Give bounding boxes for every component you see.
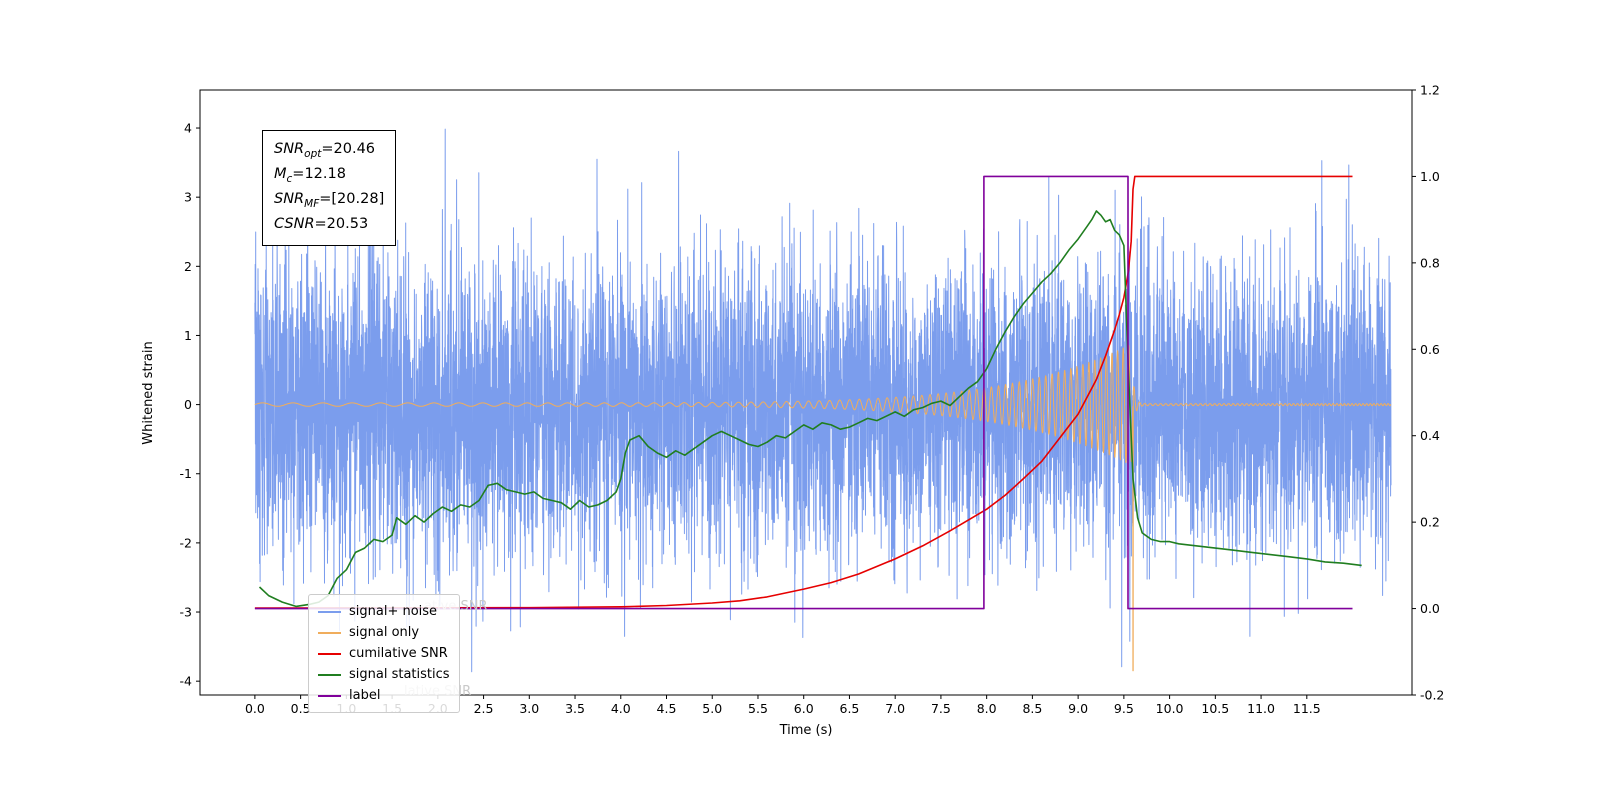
x-tick-label: 9.0: [1068, 701, 1088, 716]
y-tick-label-left: -3: [180, 605, 192, 620]
series-signal-statistics: [258, 210, 1362, 608]
series-layer: [254, 128, 1392, 673]
legend-item-signal-only: signal only: [318, 622, 450, 643]
legend-swatch-cumulative-snr: [318, 652, 341, 655]
legend: signal+ noise signal only cumilative SNR…: [308, 594, 460, 713]
series-label: [254, 175, 1353, 610]
series-signal-only: [254, 344, 1392, 672]
x-tick-label: 10.5: [1201, 701, 1229, 716]
y-tick-label-right: 0.6: [1420, 342, 1440, 357]
x-tick-label: 11.5: [1293, 701, 1321, 716]
y-tick-label-right: 0.4: [1420, 428, 1440, 443]
x-axis-label: Time (s): [779, 723, 833, 738]
legend-label: label: [349, 688, 381, 703]
legend-label: signal only: [349, 625, 420, 640]
y-tick-label-right: 0.2: [1420, 515, 1440, 530]
x-tick-label: 4.5: [657, 701, 677, 716]
legend-item-signal-statistics: signal statistics: [318, 664, 450, 685]
legend-label: cumilative SNR: [349, 646, 448, 661]
y-tick-label-left: 0: [184, 397, 192, 412]
y-tick-label-left: 3: [184, 190, 192, 205]
x-tick-label: 3.5: [565, 701, 585, 716]
x-tick-label: 9.5: [1114, 701, 1134, 716]
annotation-box: SNRopt=20.46 Mc=12.18 SNRMF=[20.28] CSNR…: [262, 130, 397, 246]
x-tick-label: 8.5: [1022, 701, 1042, 716]
legend-swatch-signal-plus-noise: [318, 610, 341, 613]
y-tick-label-right: 1.2: [1420, 83, 1440, 98]
annotation-line-snr-opt: SNRopt=20.46: [274, 141, 376, 160]
x-tick-label: 4.0: [611, 701, 631, 716]
legend-swatch-signal-only: [318, 631, 341, 634]
x-tick-label: 6.5: [840, 701, 860, 716]
annotation-line-mc: Mc=12.18: [274, 165, 346, 185]
x-tick-label: 7.0: [885, 701, 905, 716]
x-tick-label: 3.0: [519, 701, 539, 716]
legend-item-signal-plus-noise: signal+ noise: [318, 601, 450, 622]
x-tick-label: 5.5: [748, 701, 768, 716]
x-tick-label: 10.0: [1156, 701, 1184, 716]
annotation-line-snr-mf: SNRMF=[20.28]: [274, 190, 385, 210]
y-tick-label-left: -2: [180, 535, 192, 550]
y-tick-label-right: 1.0: [1420, 169, 1440, 184]
legend-swatch-signal-statistics: [318, 673, 341, 676]
x-tick-label: 8.0: [977, 701, 997, 716]
y-tick-label-left: 2: [184, 259, 192, 274]
series-signal-plus-noise: [254, 128, 1392, 673]
y-tick-label-right: -0.2: [1420, 688, 1444, 703]
x-tick-label: 0.5: [291, 701, 311, 716]
legend-swatch-label: [318, 694, 341, 697]
x-tick-label: 6.0: [794, 701, 814, 716]
y-tick-label-left: -4: [180, 674, 193, 689]
x-tick-label: 0.0: [245, 701, 265, 716]
x-tick-label: 11.0: [1247, 701, 1275, 716]
legend-label: signal statistics: [349, 667, 450, 682]
legend-item-label: label: [318, 685, 450, 706]
plot-frame: [199, 89, 1413, 696]
y-tick-label-right: 0.0: [1420, 601, 1440, 616]
y-tick-label-right: 0.8: [1420, 255, 1440, 270]
series-cumulative-snr: [254, 175, 1353, 609]
x-tick-label: 7.5: [931, 701, 951, 716]
annotation-line-csnr: CSNR=20.53: [274, 215, 369, 232]
y-axis-label: Whitened strain: [141, 341, 156, 444]
y-tick-label-left: -1: [180, 466, 192, 481]
x-tick-label: 2.5: [474, 701, 494, 716]
y-tick-label-left: 1: [184, 328, 192, 343]
x-tick-label: 5.0: [702, 701, 722, 716]
legend-label: signal+ noise: [349, 604, 438, 619]
legend-item-cumulative-snr: cumilative SNR: [318, 643, 450, 664]
y-tick-label-left: 4: [184, 121, 192, 136]
